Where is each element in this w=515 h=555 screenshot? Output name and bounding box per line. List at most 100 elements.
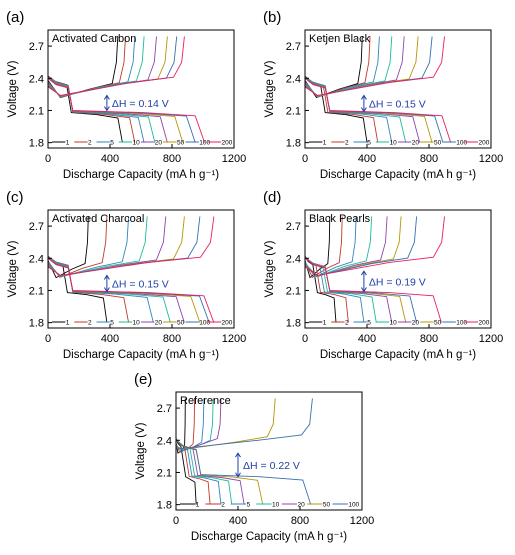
curves: [175, 398, 313, 505]
charge-curve-100: [175, 398, 313, 450]
legend-label-1: 1: [196, 502, 200, 509]
y-tick-label: 2.7: [29, 41, 44, 53]
x-axis-label: Discharge Capacity (mA h g⁻¹): [320, 349, 476, 361]
x-tick-label: 0: [45, 153, 51, 165]
plot-frame: [304, 209, 492, 329]
legend-label-5: 5: [110, 140, 114, 147]
y-axis-label: Voltage (V): [264, 240, 276, 297]
legend-label-5: 5: [367, 140, 371, 147]
charge-curve-20: [175, 398, 222, 451]
y-tick-label: 2.7: [286, 41, 301, 53]
plot-frame: [304, 29, 492, 149]
charge-curve-20: [304, 216, 388, 277]
delta-h-arrowhead-top: [360, 270, 367, 276]
y-axis-label: Voltage (V): [7, 240, 19, 297]
x-tick-label: 0: [173, 515, 179, 527]
x-tick-label: 0: [45, 333, 51, 345]
legend-label-2: 2: [345, 140, 349, 147]
discharge-curve-50: [175, 439, 264, 505]
legend-label-200: 200: [222, 140, 233, 147]
discharge-curve-5: [175, 438, 222, 505]
legend-label-100: 100: [456, 140, 467, 147]
delta-h-arrowhead-top: [103, 94, 110, 100]
legend-label-100: 100: [456, 320, 467, 327]
discharge-curve-1: [47, 255, 108, 323]
charge-curve-50: [175, 398, 276, 450]
legend: 1 2 5 10 20 50 100 200: [52, 140, 233, 147]
panel-c: (c) 0 400 800 1200 1.8 2.1 2.4 2.7 Activated Char…: [0, 180, 258, 368]
charge-curve-2: [304, 216, 343, 278]
legend: 1 2 5 10 20 50 100 200: [309, 140, 490, 147]
y-tick-label: 2.4: [29, 253, 44, 265]
curves: [304, 36, 452, 143]
x-tick-label: 800: [420, 153, 438, 165]
charge-curve-100: [47, 216, 201, 277]
legend-label-10: 10: [272, 502, 280, 509]
y-tick-label: 2.7: [286, 221, 301, 233]
curves: [304, 216, 445, 323]
charge-curve-2: [47, 36, 126, 98]
charge-curve-2: [175, 398, 196, 453]
legend: 1 2 5 10 20 50 100 200: [309, 320, 490, 327]
legend: 1 2 5 10 20 50 100: [180, 502, 360, 509]
chart-title: Activated Charcoal: [52, 213, 144, 225]
delta-h-label: ΔH = 0.22 V: [243, 460, 300, 472]
legend-label-2: 2: [345, 320, 349, 327]
chart-title: Ketjen Black: [309, 33, 371, 45]
charge-curve-200: [47, 216, 215, 276]
legend-label-100: 100: [348, 502, 359, 509]
x-tick-label: 800: [163, 153, 181, 165]
legend-label-1: 1: [66, 320, 70, 327]
panel-label: (b): [263, 9, 281, 26]
x-axis-label: Discharge Capacity (mA h g⁻¹): [63, 349, 219, 361]
y-tick-label: 2.1: [286, 285, 301, 297]
legend-label-20: 20: [412, 140, 420, 147]
charge-curve-5: [304, 216, 357, 278]
charge-curve-5: [175, 398, 205, 452]
legend-label-1: 1: [66, 140, 70, 147]
plot-frame: [47, 209, 235, 329]
y-axis-label: Voltage (V): [7, 60, 19, 117]
charge-curve-200: [47, 36, 185, 96]
legend-label-1: 1: [323, 320, 327, 327]
legend-label-50: 50: [177, 140, 185, 147]
delta-h-arrowhead-top: [360, 94, 367, 100]
y-tick-label: 2.1: [157, 467, 172, 479]
discharge-curve-100: [175, 439, 312, 505]
discharge-curve-1: [304, 255, 337, 323]
x-tick-label: 0: [302, 333, 308, 345]
x-tick-label: 1200: [222, 153, 246, 165]
x-axis-label: Discharge Capacity (mA h g⁻¹): [191, 531, 347, 543]
discharge-curve-200: [304, 77, 452, 143]
legend-label-50: 50: [323, 502, 331, 509]
legend-label-200: 200: [222, 320, 233, 327]
panel-label: (a): [6, 9, 24, 26]
legend-label-2: 2: [88, 320, 92, 327]
legend-label-10: 10: [133, 320, 141, 327]
panel-label: (c): [6, 189, 24, 206]
y-tick-label: 1.8: [286, 318, 301, 330]
legend-label-2: 2: [88, 140, 92, 147]
x-tick-label: 800: [291, 515, 309, 527]
legend-label-20: 20: [155, 140, 163, 147]
charge-curve-1: [47, 216, 89, 279]
charge-curve-200: [304, 36, 445, 96]
delta-h-arrowhead-bottom: [360, 287, 367, 293]
plot-frame: [47, 29, 235, 149]
y-tick-label: 2.4: [29, 73, 44, 85]
y-tick-label: 2.4: [286, 73, 301, 85]
panel-e: (e) 0 400 800 1200 1.8 2.1 2.4 2.7 Reference Disch…: [128, 362, 386, 550]
plot-frame: [175, 391, 363, 511]
chart-title: Reference: [180, 395, 231, 407]
delta-h-label: ΔH = 0.14 V: [112, 98, 169, 110]
panel-label: (d): [263, 189, 281, 206]
panel-b: (b) 0 400 800 1200 1.8 2.1 2.4 2.7 Ketjen Black Di…: [257, 0, 515, 188]
y-tick-label: 1.8: [286, 138, 301, 150]
legend-label-100: 100: [199, 320, 210, 327]
legend-label-5: 5: [367, 320, 371, 327]
y-tick-label: 2.7: [29, 221, 44, 233]
y-tick-label: 1.8: [157, 500, 172, 512]
panel-label: (e): [134, 371, 152, 388]
